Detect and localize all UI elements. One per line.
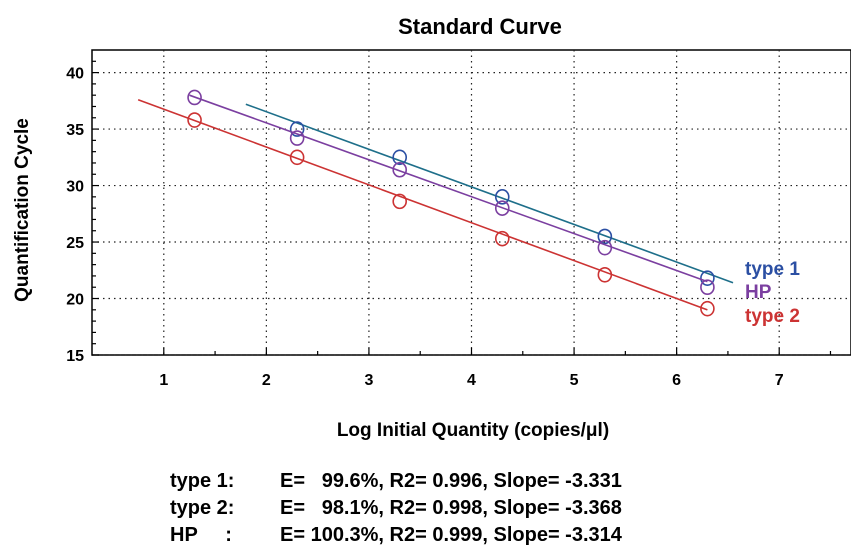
data-point-type-2 [289,149,305,166]
series-layer [137,89,734,317]
fit-line-type-2 [137,98,708,311]
chart-title: Standard Curve [398,14,562,39]
stats-values: E= 100.3%, R2= 0.999, Slope= -3.314 [280,524,622,546]
data-point-type-1 [289,121,305,137]
y-tick-label: 40 [66,66,84,83]
series-type-2 [137,98,715,317]
stats-series-name: HP : [170,524,232,546]
data-point-type-2 [392,193,408,210]
stats-values: E= 98.1%, R2= 0.998, Slope= -3.368 [280,497,622,519]
data-point-type-1 [700,270,715,286]
stats-row-type2: type 2: E= 98.1%, R2= 0.998, Slope= -3.36… [170,495,622,522]
data-point-hp [289,130,305,146]
x-axis-label: Log Initial Quantity (copies/μl) [337,420,609,441]
data-point-type-2 [597,266,613,283]
data-point-hp [597,239,613,256]
y-axis-ticks: 15 20 25 30 35 40 [66,60,99,365]
y-tick-label: 30 [66,179,84,196]
data-point-type-1 [392,149,408,166]
legend-entry-type-1: type 1 [745,259,800,280]
y-tick-label: 20 [66,292,84,309]
y-tick-label: 15 [66,348,84,365]
series-type-1 [245,103,734,286]
data-point-type-2 [187,112,202,128]
fit-statistics: type 1: E= 99.6%, R2= 0.996, Slope= -3.33… [170,468,622,549]
x-tick-label: 5 [570,372,579,389]
data-point-hp [700,279,715,296]
x-tick-label: 6 [672,372,681,389]
data-point-type-1 [494,189,510,205]
data-point-hp [494,200,510,216]
stats-row-type1: type 1: E= 99.6%, R2= 0.996, Slope= -3.33… [170,468,622,495]
data-point-type-1 [597,228,613,245]
stats-series-name: type 2: [170,497,235,519]
stats-row-hp: HP : E= 100.3%, R2= 0.999, Slope= -3.314 [170,522,622,549]
x-axis-ticks: 1 2 3 4 5 6 7 [159,348,832,389]
fit-line-type-1 [245,103,734,284]
standard-curve-chart: Standard Curve 1 2 3 4 5 6 7 15 20 25 30 35 40 type… [12,14,851,441]
data-point-type-2 [700,300,715,317]
data-point-type-2 [494,230,510,247]
y-tick-label: 35 [66,122,84,139]
fit-line-hp [189,94,708,283]
data-point-hp [187,89,202,106]
legend-entry-type-2: type 2 [745,306,800,327]
legend: type 1HP type 2 [745,259,800,327]
x-tick-label: 2 [262,372,271,389]
x-tick-label: 3 [364,372,373,389]
stats-values: E= 99.6%, R2= 0.996, Slope= -3.331 [280,470,622,492]
y-tick-label: 25 [66,235,84,252]
x-tick-label: 7 [775,372,784,389]
stats-series-name: type 1: [170,470,235,492]
x-tick-label: 1 [159,372,168,389]
y-axis-label: Quantification Cycle [12,118,33,302]
legend-entry-hp: HP [745,282,772,303]
series-hp [187,89,715,296]
data-point-hp [392,161,408,178]
x-tick-label: 4 [467,372,476,389]
